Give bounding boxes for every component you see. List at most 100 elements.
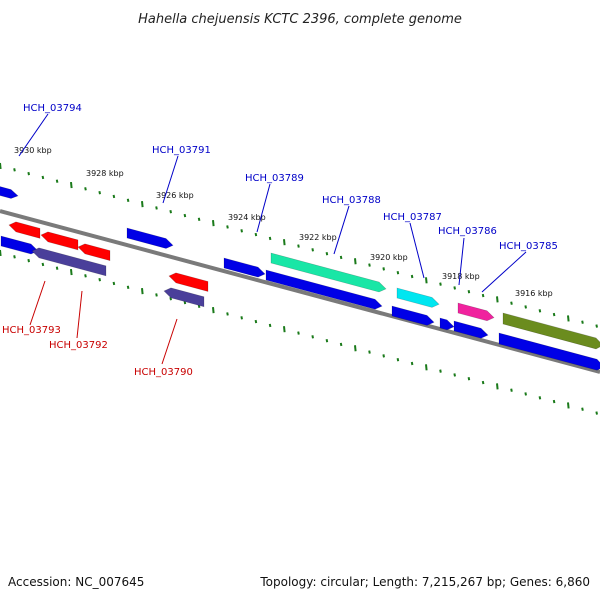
gene-feature xyxy=(31,247,107,277)
gene-label: HCH_03790 xyxy=(134,367,193,378)
scale-tick xyxy=(481,293,485,298)
scale-tick xyxy=(0,162,2,170)
scale-tick xyxy=(141,201,144,208)
gene-feature xyxy=(265,269,383,310)
gene-label: HCH_03794 xyxy=(23,103,82,114)
scale-tick xyxy=(141,288,144,295)
scale-tick xyxy=(567,315,570,322)
scale-tick xyxy=(595,411,598,415)
scale-tick xyxy=(396,357,400,362)
scale-tick xyxy=(581,407,584,411)
gene-label: HCH_03791 xyxy=(152,145,211,156)
scale-tick xyxy=(226,225,229,229)
scale-label: 3922 kbp xyxy=(299,233,337,242)
scale-tick xyxy=(368,350,371,354)
leader-line xyxy=(29,280,46,326)
gene-feature xyxy=(126,227,174,249)
scale-tick xyxy=(240,316,243,320)
scale-tick xyxy=(197,217,201,222)
scale-tick xyxy=(0,249,2,257)
gene-feature xyxy=(439,317,455,331)
scale-tick xyxy=(27,258,30,263)
scale-tick xyxy=(538,309,542,313)
scale-tick xyxy=(425,364,428,371)
scale-tick xyxy=(510,301,513,305)
scale-tick xyxy=(439,282,442,286)
leader-line xyxy=(333,205,350,255)
scale-tick xyxy=(240,229,243,233)
accession-text: Accession: NC_007645 xyxy=(8,575,144,589)
scale-tick xyxy=(325,251,329,256)
scale-tick xyxy=(453,286,456,290)
scale-tick xyxy=(410,274,414,279)
scale-tick xyxy=(84,274,87,278)
scale-tick xyxy=(98,190,101,195)
scale-tick xyxy=(41,262,45,267)
scale-tick xyxy=(538,396,542,400)
scale-tick xyxy=(98,277,101,282)
scale-tick xyxy=(212,220,215,227)
scale-tick xyxy=(595,324,598,328)
gene-feature xyxy=(0,186,19,199)
scale-tick xyxy=(27,171,30,176)
leader-line xyxy=(76,290,83,339)
scale-tick xyxy=(155,293,158,297)
leader-line xyxy=(162,155,179,204)
scale-tick xyxy=(354,258,357,265)
scale-tick xyxy=(382,354,385,358)
leader-line xyxy=(161,318,178,365)
gene-label: HCH_03787 xyxy=(383,212,442,223)
scale-tick xyxy=(169,297,172,301)
gene-feature xyxy=(498,332,600,371)
leader-line xyxy=(18,113,49,157)
scale-tick xyxy=(410,361,414,366)
leader-line xyxy=(256,183,271,233)
gene-label: HCH_03792 xyxy=(49,340,108,351)
scale-tick xyxy=(439,369,442,373)
scale-tick xyxy=(268,236,272,241)
scale-tick xyxy=(311,248,314,252)
genome-backbone xyxy=(0,209,600,374)
scale-tick xyxy=(396,270,400,275)
outer-tick-ring xyxy=(0,162,598,328)
scale-tick xyxy=(510,388,513,392)
scale-tick xyxy=(126,198,130,202)
leader-lines xyxy=(18,113,527,365)
scale-tick xyxy=(169,210,172,214)
map-title: Hahella chejuensis KCTC 2396, complete g… xyxy=(138,12,462,27)
leader-line xyxy=(481,251,527,293)
scale-tick xyxy=(70,268,73,276)
scale-tick xyxy=(524,305,527,309)
scale-tick xyxy=(354,345,357,352)
scale-tick xyxy=(13,168,16,172)
scale-tick xyxy=(55,179,59,183)
gene-feature xyxy=(270,252,387,293)
scale-tick xyxy=(13,255,16,259)
scale-tick xyxy=(268,323,272,328)
scale-tick xyxy=(112,281,116,286)
gene-feature xyxy=(168,272,209,292)
scale-tick xyxy=(467,377,471,381)
scale-tick xyxy=(254,319,258,324)
scale-label: 3930 kbp xyxy=(14,146,52,155)
scale-label: 3926 kbp xyxy=(156,191,194,200)
scale-tick xyxy=(368,263,371,267)
scale-tick xyxy=(567,402,570,409)
gene-feature xyxy=(391,305,435,326)
scale-tick xyxy=(481,380,485,385)
scale-tick xyxy=(126,285,130,289)
gene-feature xyxy=(223,257,266,278)
gene-feature xyxy=(8,221,41,239)
scale-tick xyxy=(453,373,456,377)
gene-label: HCH_03786 xyxy=(438,226,497,237)
genome-summary-text: Topology: circular; Length: 7,215,267 bp… xyxy=(259,575,590,589)
scale-tick xyxy=(382,267,385,271)
scale-tick xyxy=(496,383,499,390)
scale-tick xyxy=(581,320,584,324)
scale-tick xyxy=(212,307,215,314)
scale-tick xyxy=(339,342,343,347)
gene-label: HCH_03785 xyxy=(499,241,558,252)
scale-label: 3928 kbp xyxy=(86,169,124,178)
scale-tick xyxy=(524,392,527,396)
scale-tick xyxy=(183,213,187,218)
